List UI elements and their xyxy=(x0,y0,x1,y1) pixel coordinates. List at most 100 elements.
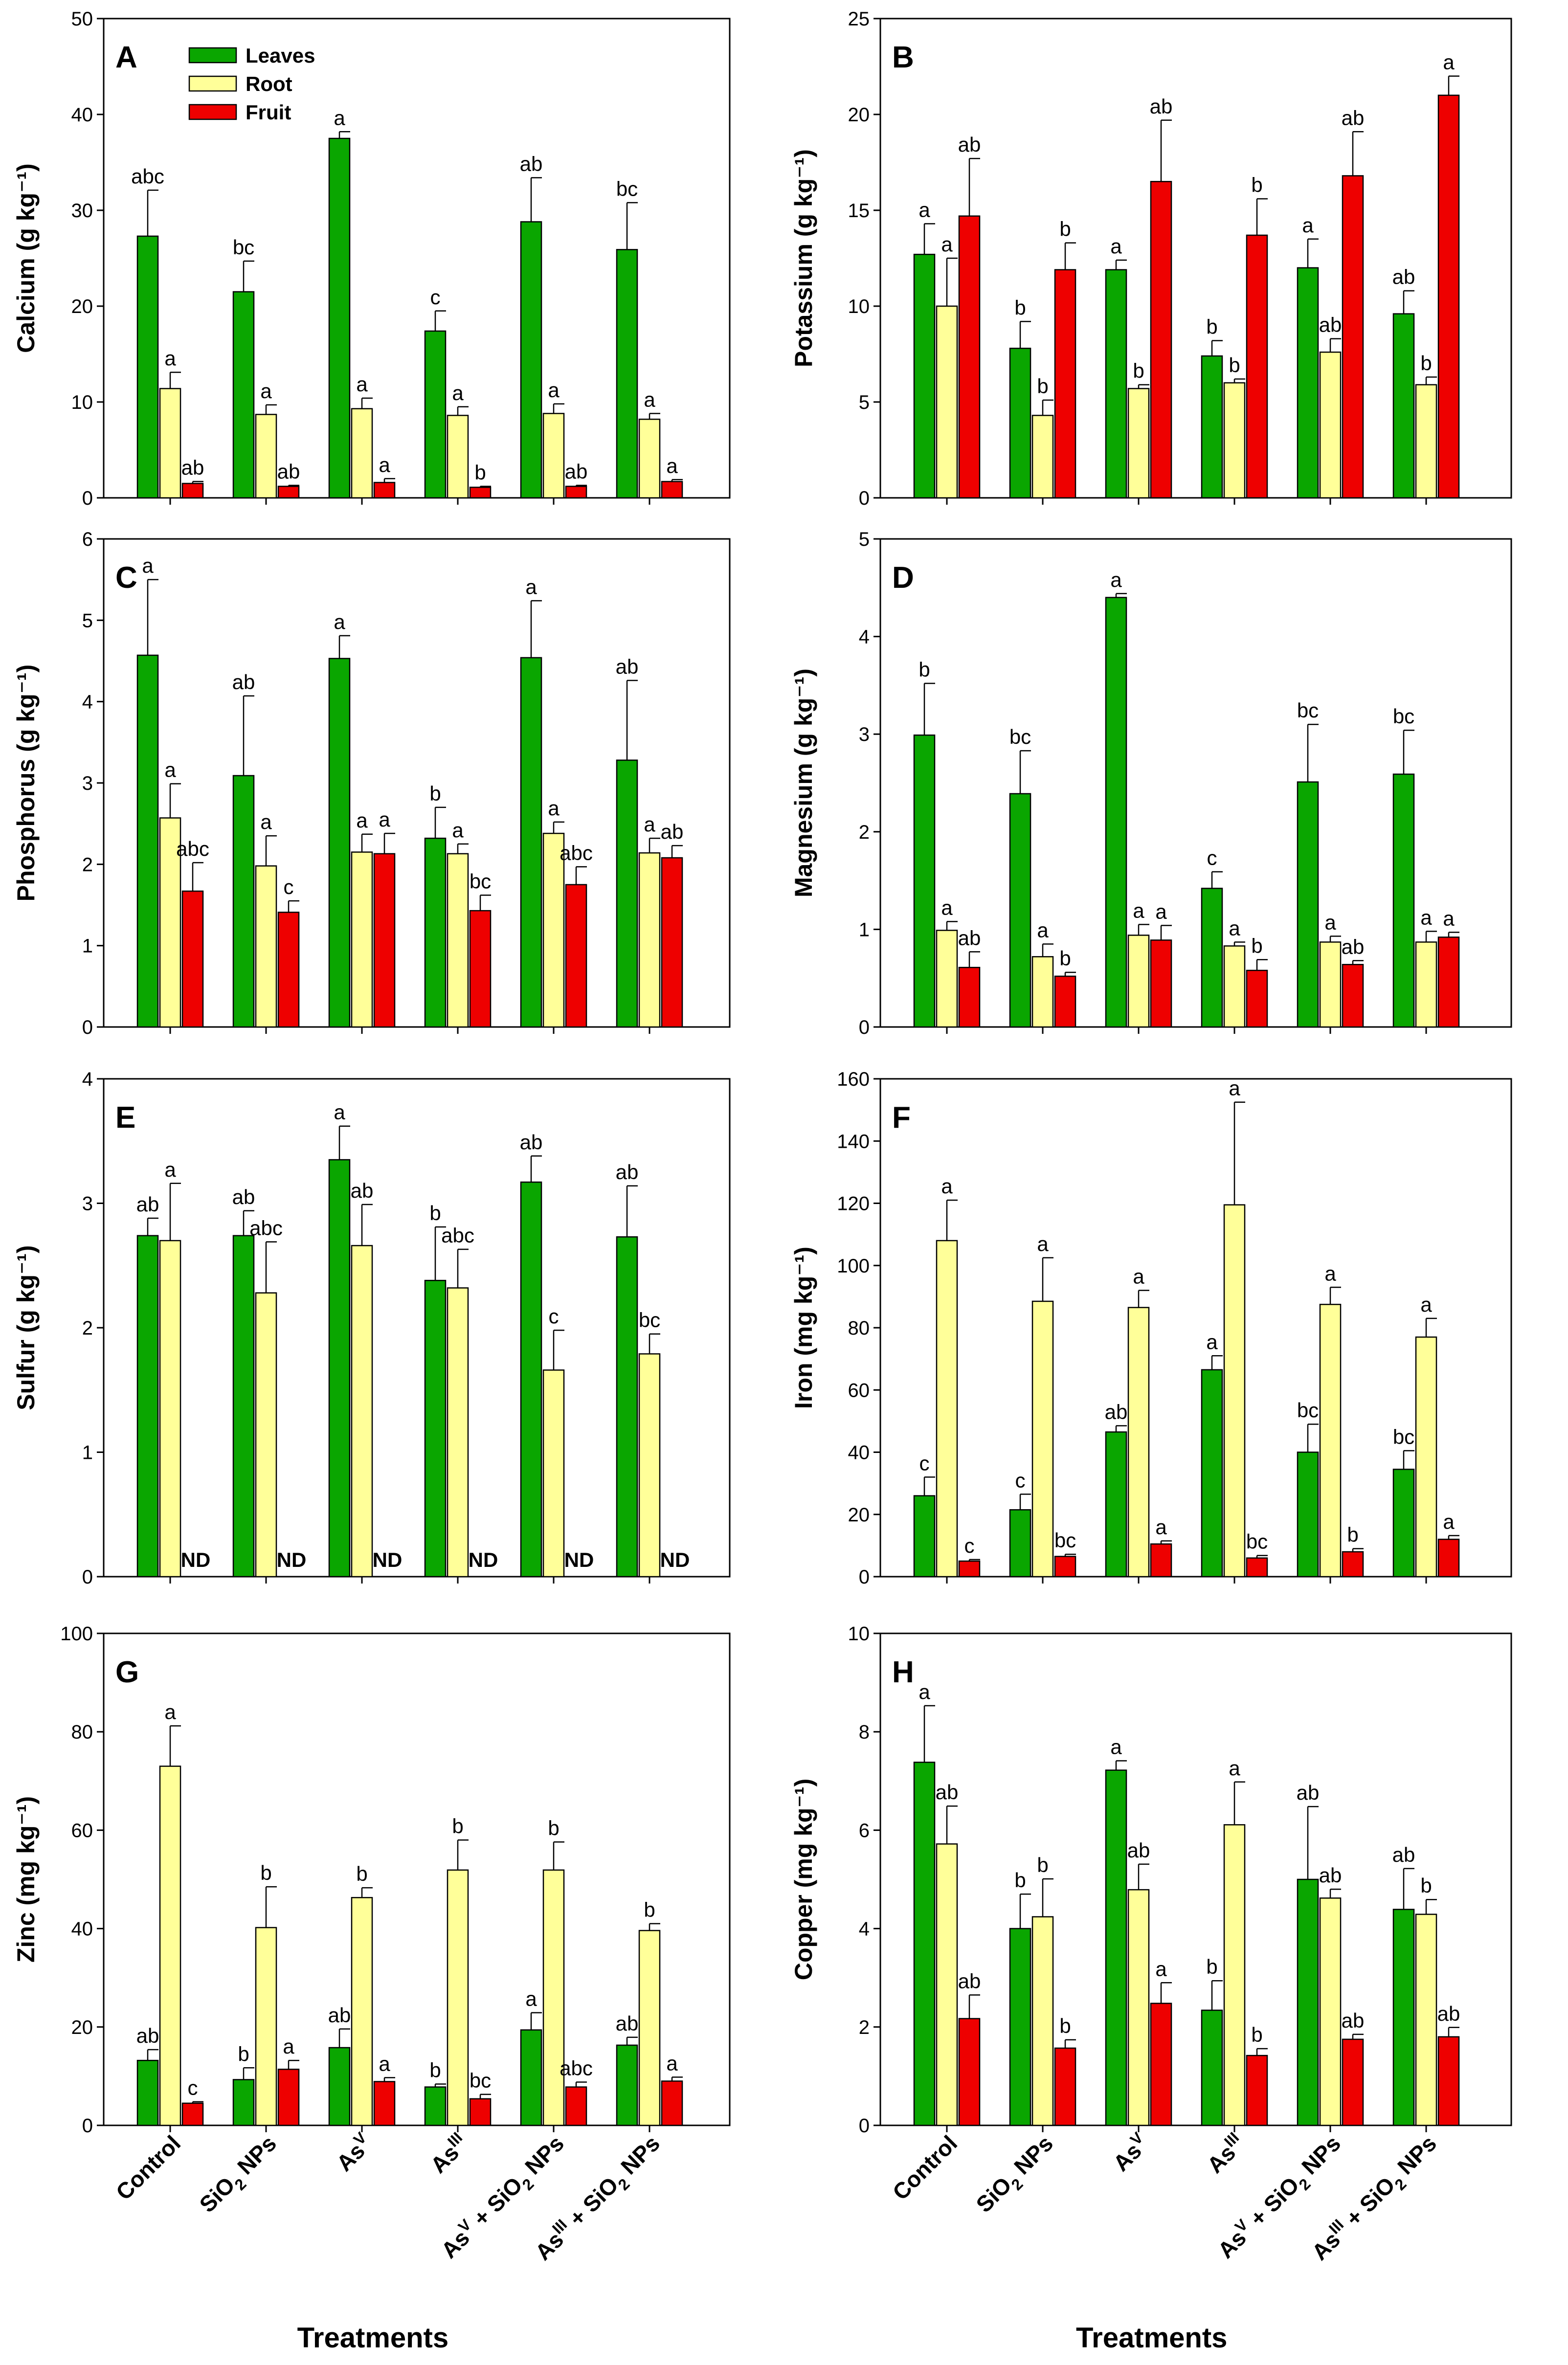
significance-label: ab xyxy=(1342,935,1365,958)
bar-root xyxy=(1127,1307,1150,1578)
bar-leaves xyxy=(1392,313,1415,499)
significance-label: bc xyxy=(616,177,638,200)
y-tick-label: 100 xyxy=(60,1623,93,1645)
panel-letter: F xyxy=(892,1101,911,1135)
y-tick-label: 2 xyxy=(82,854,93,875)
bar-root xyxy=(638,1930,661,2126)
significance-label: b xyxy=(429,1202,441,1225)
bar-fruit xyxy=(469,2098,492,2126)
y-tick-label: 1 xyxy=(82,936,93,957)
panel-letter: C xyxy=(115,561,137,595)
significance-label: ab xyxy=(661,820,684,843)
y-tick-label: 0 xyxy=(82,1566,93,1588)
significance-label: a xyxy=(666,2052,678,2075)
significance-label: a xyxy=(1324,1262,1336,1285)
bar-fruit xyxy=(661,857,683,1028)
significance-label: ab xyxy=(520,1131,543,1154)
bar-root xyxy=(1127,388,1150,499)
significance-label: ab xyxy=(1437,2002,1460,2025)
x-axis-title: Treatments xyxy=(1076,2322,1227,2354)
significance-label: a xyxy=(666,454,678,477)
y-axis-title: Copper (mg kg⁻¹) xyxy=(790,1779,817,1980)
significance-label: a xyxy=(1037,1232,1049,1255)
bar-root xyxy=(1415,1914,1437,2126)
bar-fruit xyxy=(1342,2038,1364,2126)
significance-label: b xyxy=(1014,1869,1026,1892)
y-tick-label: 4 xyxy=(82,1069,93,1090)
significance-label: a xyxy=(548,797,560,820)
bar-root xyxy=(159,817,181,1028)
bar-fruit xyxy=(1150,939,1172,1028)
bar-leaves xyxy=(913,1495,936,1578)
y-tick-label: 160 xyxy=(837,1069,870,1090)
significance-label: b xyxy=(1251,934,1262,957)
bar-leaves xyxy=(232,291,255,499)
panel-letter: D xyxy=(892,561,914,595)
y-tick-label: 0 xyxy=(859,488,870,509)
significance-label: a xyxy=(941,233,953,256)
significance-label: a xyxy=(356,373,368,396)
bar-leaves xyxy=(328,1159,351,1578)
bar-leaves xyxy=(520,221,542,499)
bar-root xyxy=(936,305,958,499)
y-axis-title: Zinc (mg kg⁻¹) xyxy=(12,1796,40,1963)
y-tick-label: 80 xyxy=(71,1721,93,1743)
bar-root xyxy=(936,1240,958,1578)
legend-label: Fruit xyxy=(246,101,291,124)
bar-leaves xyxy=(616,759,638,1028)
bar-leaves xyxy=(1105,597,1127,1028)
significance-label: ab xyxy=(1319,1864,1342,1887)
significance-label: a xyxy=(1324,911,1336,934)
bar-leaves xyxy=(1201,2009,1223,2126)
bar-leaves xyxy=(1105,1769,1127,2126)
significance-label: ab xyxy=(1392,266,1415,289)
significance-label: abc xyxy=(131,165,164,188)
bar-root xyxy=(255,414,277,499)
bar-leaves xyxy=(913,253,936,499)
bar-root xyxy=(159,1240,181,1578)
significance-label: a xyxy=(452,819,464,842)
significance-label: ab xyxy=(616,2012,639,2035)
bar-root xyxy=(447,415,469,499)
bar-leaves xyxy=(1201,888,1223,1028)
significance-label: a xyxy=(1420,1293,1432,1316)
significance-label: ab xyxy=(565,460,588,483)
bar-root xyxy=(1415,384,1437,499)
bar-root xyxy=(638,852,661,1028)
significance-label: ab xyxy=(1342,106,1365,129)
bar-leaves xyxy=(1297,1878,1319,2126)
significance-label: bc xyxy=(1054,1529,1076,1552)
significance-label: ab xyxy=(1319,313,1342,336)
significance-label: ab xyxy=(520,152,543,175)
significance-label: a xyxy=(283,2035,294,2058)
significance-label: b xyxy=(474,461,486,484)
y-tick-label: 0 xyxy=(859,1017,870,1038)
significance-label: a xyxy=(1302,214,1314,237)
significance-label: b xyxy=(1059,218,1071,241)
significance-label: c xyxy=(1015,1469,1026,1492)
bar-root xyxy=(1223,1824,1246,2126)
significance-label: c xyxy=(964,1534,975,1557)
significance-label: b xyxy=(1133,359,1144,382)
significance-label: a xyxy=(918,1680,930,1703)
bar-fruit xyxy=(661,2080,683,2126)
significance-label: a xyxy=(1229,1757,1240,1780)
y-tick-label: 20 xyxy=(848,104,870,126)
bar-leaves xyxy=(616,2044,638,2126)
significance-label: b xyxy=(1037,1853,1048,1876)
significance-label: a xyxy=(941,896,953,919)
bar-root xyxy=(1319,351,1342,499)
bar-leaves xyxy=(913,1762,936,2126)
bar-root xyxy=(1223,382,1246,499)
bar-leaves xyxy=(424,837,447,1028)
bar-fruit xyxy=(373,482,396,499)
legend: Leaves Root Fruit xyxy=(188,44,315,124)
significance-label: bc xyxy=(1393,1425,1414,1448)
y-tick-label: 5 xyxy=(859,529,870,550)
bar-leaves xyxy=(1297,781,1319,1028)
y-tick-label: 80 xyxy=(848,1317,870,1339)
significance-label: a xyxy=(1110,1736,1122,1759)
bar-root xyxy=(351,1245,373,1578)
